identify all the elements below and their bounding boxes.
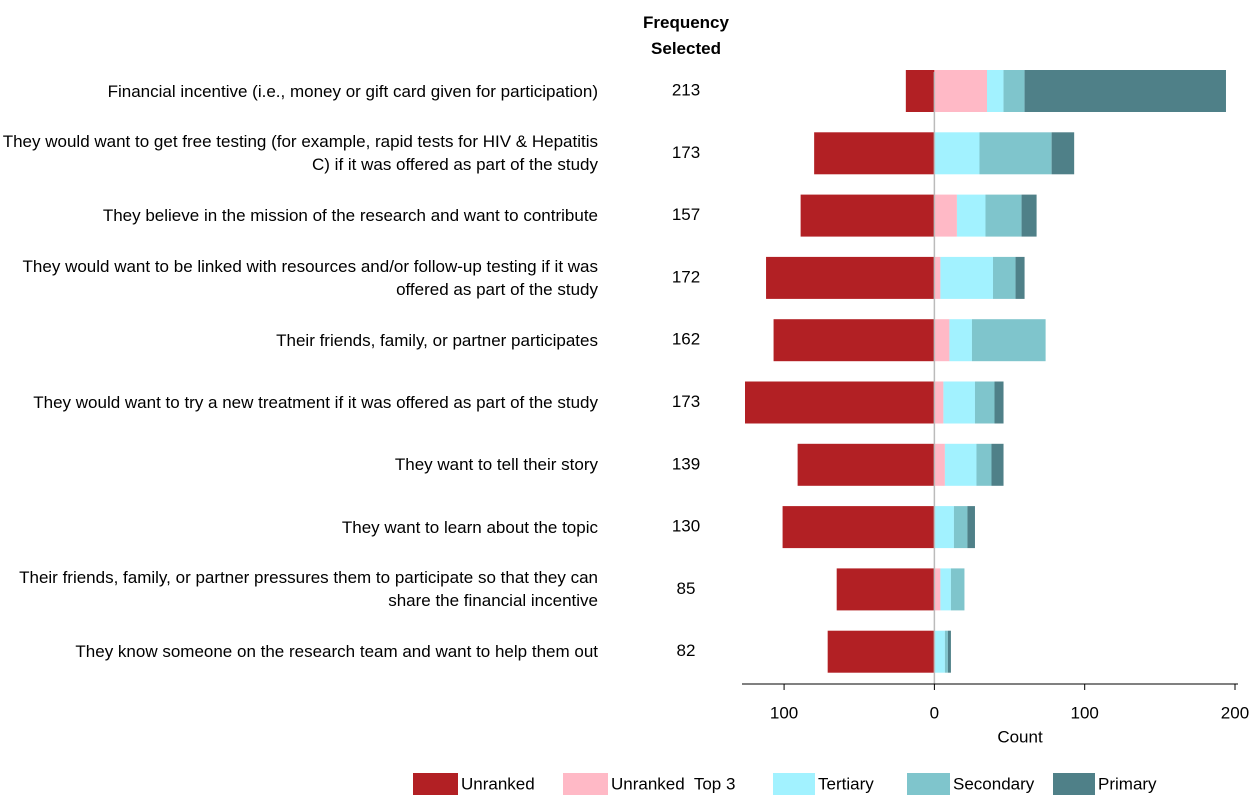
x-tick-label: 100 bbox=[1071, 703, 1099, 722]
bar-segment bbox=[944, 630, 948, 673]
category-label: Financial incentive (i.e., money or gift… bbox=[107, 81, 598, 101]
bar-segment bbox=[950, 568, 965, 611]
bar-segment bbox=[1021, 194, 1037, 237]
frequency-value: 173 bbox=[672, 392, 700, 411]
frequency-value: 157 bbox=[672, 205, 700, 224]
bar-segment bbox=[934, 381, 944, 424]
category-label: Their friends, family, or partner partic… bbox=[276, 330, 598, 350]
legend-label: Secondary bbox=[953, 774, 1035, 793]
frequency-value: 162 bbox=[672, 330, 700, 349]
bar-segment bbox=[934, 256, 941, 299]
x-axis-label: Count bbox=[997, 727, 1043, 746]
bar-segment bbox=[947, 630, 951, 673]
bar-segment bbox=[766, 256, 935, 299]
bar-segment bbox=[934, 568, 941, 611]
legend-swatch bbox=[413, 773, 458, 795]
legend-label: Unranked bbox=[461, 774, 535, 793]
bar-segment bbox=[934, 506, 954, 549]
bar-segment bbox=[944, 443, 977, 486]
category-label: They would want to try a new treatment i… bbox=[33, 393, 598, 412]
bar-segment bbox=[1024, 70, 1226, 112]
frequency-value: 130 bbox=[672, 517, 700, 536]
bar-segment bbox=[1003, 70, 1025, 112]
frequency-value: 82 bbox=[677, 641, 696, 660]
bar-segment bbox=[797, 443, 935, 486]
category-label: They would want to get free testing (for… bbox=[2, 132, 598, 175]
bar-segment bbox=[967, 506, 975, 549]
frequency-value: 173 bbox=[672, 143, 700, 162]
bar-segment bbox=[994, 381, 1004, 424]
category-label: They would want to be linked with resour… bbox=[22, 256, 598, 299]
bar-segment bbox=[800, 194, 935, 237]
legend-swatch bbox=[1053, 773, 1095, 795]
legend-label: Tertiary bbox=[818, 774, 874, 793]
bar-segment bbox=[949, 319, 972, 362]
bar-segment bbox=[836, 568, 935, 611]
bar-segment bbox=[745, 381, 935, 424]
legend-swatch bbox=[773, 773, 815, 795]
bar-segment bbox=[934, 319, 950, 362]
bar-segment bbox=[974, 381, 995, 424]
bar-segment bbox=[985, 194, 1022, 237]
category-label: They believe in the mission of the resea… bbox=[102, 206, 598, 226]
bar-segment bbox=[827, 630, 935, 673]
bar-segment bbox=[934, 443, 945, 486]
legend-swatch bbox=[563, 773, 608, 795]
frequency-value: 172 bbox=[672, 267, 700, 286]
bar-segment bbox=[940, 568, 951, 611]
category-label: They want to learn about the topic bbox=[341, 517, 598, 537]
frequency-value: 213 bbox=[672, 80, 700, 99]
x-tick-label: 0 bbox=[930, 703, 939, 722]
bar-segment bbox=[943, 381, 975, 424]
legend-label: Primary bbox=[1098, 774, 1157, 793]
frequency-header: Frequency Selected bbox=[643, 13, 729, 58]
bar-segment bbox=[905, 70, 935, 112]
bar-segment bbox=[1051, 132, 1075, 175]
legend-swatch bbox=[907, 773, 950, 795]
bar-segment bbox=[956, 194, 986, 237]
bar-segment bbox=[814, 132, 935, 175]
category-label: They know someone on the research team a… bbox=[75, 642, 598, 662]
bar-segment bbox=[953, 506, 968, 549]
bar-segment bbox=[940, 256, 994, 299]
bar-segment bbox=[971, 319, 1046, 362]
bar-segment bbox=[934, 132, 980, 175]
bar-segment bbox=[934, 630, 945, 673]
bar-segment bbox=[993, 256, 1016, 299]
bar-segment bbox=[1015, 256, 1025, 299]
x-tick-label: 200 bbox=[1221, 703, 1249, 722]
category-label: Their friends, family, or partner pressu… bbox=[19, 568, 598, 611]
legend-label: Unranked Top 3 bbox=[611, 774, 735, 793]
bar-segment bbox=[773, 319, 935, 362]
bar-segment bbox=[976, 443, 992, 486]
x-tick-label: 100 bbox=[770, 703, 798, 722]
bar-segment bbox=[782, 506, 935, 549]
bar-segment bbox=[991, 443, 1004, 486]
category-label: They want to tell their story bbox=[394, 455, 598, 475]
bar-segment bbox=[986, 70, 1004, 112]
bar-segment bbox=[979, 132, 1052, 175]
bar-segment bbox=[934, 194, 957, 237]
frequency-value: 139 bbox=[672, 454, 700, 473]
bar-segment bbox=[934, 70, 987, 112]
frequency-value: 85 bbox=[677, 579, 696, 598]
